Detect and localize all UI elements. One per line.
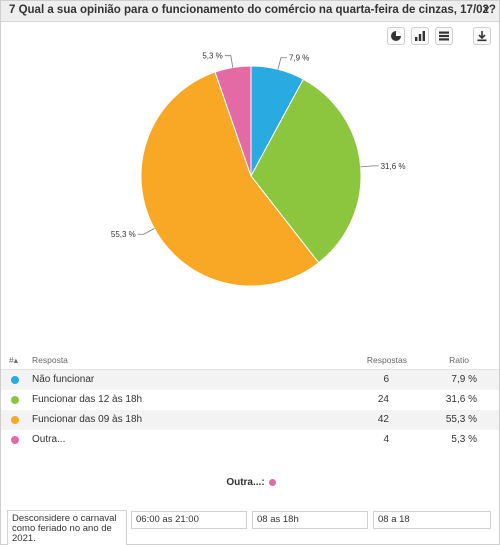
slice-label: 7,9 % bbox=[289, 54, 309, 63]
slice-leader-line bbox=[224, 55, 234, 68]
slice-label: 5,3 % bbox=[202, 52, 222, 61]
legend-dot bbox=[11, 416, 19, 424]
chevron-down-icon[interactable]: ▼ bbox=[482, 4, 491, 14]
pie-slice[interactable] bbox=[140, 71, 320, 287]
row-ratio: 55,3 % bbox=[445, 414, 477, 425]
row-label: Funcionar das 09 às 18h bbox=[32, 414, 143, 425]
pie-chart-icon[interactable] bbox=[387, 27, 405, 45]
row-count: 6 bbox=[383, 374, 389, 385]
pie-slice[interactable] bbox=[250, 78, 362, 264]
table-icon[interactable] bbox=[435, 27, 453, 45]
table-row: Funcionar das 09 às 18h 42 55,3 % bbox=[1, 410, 499, 430]
other-title-text: Outra...: bbox=[226, 477, 265, 488]
other-answer: Desconsidere o carnaval como feriado no … bbox=[7, 510, 127, 545]
table-row: Funcionar das 12 às 18h 24 31,6 % bbox=[1, 390, 499, 410]
col-num[interactable]: #▴ bbox=[9, 355, 18, 365]
slice-label: 31,6 % bbox=[381, 162, 406, 171]
other-answers-title: Outra...: bbox=[1, 477, 500, 488]
row-label: Funcionar das 12 às 18h bbox=[32, 394, 143, 405]
row-count: 4 bbox=[383, 434, 389, 445]
table-header: #▴ Resposta Respostas Ratio bbox=[1, 351, 499, 370]
col-ratio[interactable]: Ratio bbox=[449, 355, 469, 365]
other-answer: 08 as 18h bbox=[252, 511, 368, 529]
legend-dot bbox=[11, 376, 19, 384]
question-title: 7 Qual a sua opinião para o funcionament… bbox=[9, 4, 496, 16]
responses-table: #▴ Resposta Respostas Ratio Não funciona… bbox=[1, 351, 499, 450]
col-answer[interactable]: Resposta bbox=[32, 355, 68, 365]
row-count: 24 bbox=[377, 394, 389, 405]
pie-chart: 7,9 % 31,6 % 55,3 % 5,3 % bbox=[1, 51, 500, 341]
other-answer: 06:00 as 21:00 bbox=[131, 511, 247, 529]
row-label: Outra... bbox=[32, 434, 66, 445]
other-answer: 08 a 18 bbox=[373, 511, 491, 529]
table-row: Não funcionar 6 7,9 % bbox=[1, 370, 499, 390]
row-ratio: 7,9 % bbox=[451, 374, 477, 385]
row-label: Não funcionar bbox=[32, 374, 95, 385]
row-ratio: 5,3 % bbox=[451, 434, 477, 445]
pie-slice[interactable] bbox=[214, 65, 252, 177]
table-row: Outra... 4 5,3 % bbox=[1, 430, 499, 450]
col-responses[interactable]: Respostas bbox=[366, 355, 407, 365]
bar-chart-icon[interactable] bbox=[411, 27, 429, 45]
slice-leader-line bbox=[137, 228, 155, 235]
row-count: 42 bbox=[377, 414, 389, 425]
slice-leader-line bbox=[360, 165, 379, 168]
question-header[interactable]: 7 Qual a sua opinião para o funcionament… bbox=[1, 1, 499, 22]
legend-dot bbox=[11, 436, 19, 444]
slice-leader-line bbox=[277, 57, 287, 70]
other-answers-list: Desconsidere o carnaval como feriado no … bbox=[7, 510, 495, 545]
chart-toolbar bbox=[387, 27, 491, 45]
table-body: Não funcionar 6 7,9 % Funcionar das 12 à… bbox=[1, 370, 499, 450]
row-ratio: 31,6 % bbox=[445, 394, 477, 405]
slice-label: 55,3 % bbox=[111, 230, 136, 239]
download-icon[interactable] bbox=[473, 27, 491, 45]
legend-dot bbox=[11, 396, 19, 404]
other-dot bbox=[268, 478, 276, 486]
